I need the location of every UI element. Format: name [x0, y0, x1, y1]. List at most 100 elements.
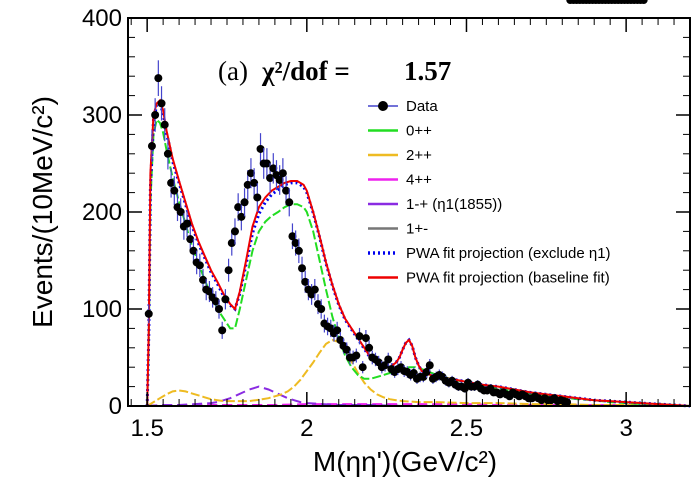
legend-entry-s1pm: 1+-	[368, 221, 428, 238]
data-point-marker	[237, 212, 246, 221]
data-point-marker	[250, 178, 259, 187]
data-point	[163, 138, 172, 170]
data-point	[154, 60, 163, 96]
data-point	[253, 183, 262, 212]
curve-base	[146, 98, 691, 407]
data-points-layer	[144, 0, 648, 407]
data-point-marker	[278, 169, 287, 178]
data-point	[230, 218, 239, 245]
data-point-marker	[266, 174, 275, 183]
x-axis-title: M(ηη')(GeV/c²)	[313, 446, 497, 477]
data-point-marker	[224, 266, 233, 275]
data-point	[151, 98, 160, 132]
data-point-marker	[409, 369, 418, 378]
data-point	[157, 86, 166, 121]
data-point-marker	[186, 235, 195, 244]
y-tick-label: 0	[109, 393, 122, 420]
data-point-marker	[352, 351, 361, 360]
data-point-marker	[160, 120, 169, 129]
data-point	[365, 340, 374, 356]
data-point-marker	[230, 227, 239, 236]
data-point-marker	[157, 99, 166, 108]
data-point-marker	[205, 287, 214, 296]
data-point	[183, 210, 192, 237]
x-tick-label: 3	[619, 415, 632, 442]
data-point-marker	[167, 178, 176, 187]
data-point-marker	[317, 305, 326, 313]
data-point-marker	[275, 175, 284, 184]
data-point-marker	[361, 334, 370, 343]
data-point	[317, 299, 326, 319]
data-point	[563, 398, 572, 407]
legend-swatch-marker	[378, 101, 388, 111]
data-point	[195, 253, 204, 278]
legend-label: 1+-	[406, 221, 428, 238]
data-point	[352, 348, 361, 363]
x-tick-label: 2.5	[450, 415, 483, 442]
data-point-marker	[163, 149, 172, 158]
y-tick-label: 100	[82, 296, 122, 323]
y-tick-label: 200	[82, 199, 122, 226]
data-point-marker	[262, 159, 271, 168]
legend-entry-excl: PWA fit projection (exclude η1)	[368, 245, 611, 262]
data-point	[160, 108, 169, 142]
data-point	[221, 289, 230, 310]
legend-entry-s4pp: 4++	[368, 172, 432, 189]
data-point-marker	[189, 246, 198, 255]
data-point-marker	[381, 361, 390, 370]
data-point-marker	[227, 239, 236, 248]
data-point-marker	[422, 368, 431, 377]
data-point	[218, 321, 227, 339]
data-point	[144, 304, 153, 324]
legend-entry-s0pp: 0++	[368, 123, 432, 140]
data-point	[147, 130, 156, 162]
legend-label: PWA fit projection (exclude η1)	[406, 245, 611, 262]
legend-label: 2++	[406, 147, 432, 164]
data-point-marker	[195, 261, 204, 270]
legend-entry-base: PWA fit projection (baseline fit)	[368, 270, 610, 287]
data-point-marker	[183, 219, 192, 228]
legend-label: Data	[406, 98, 438, 115]
data-point-marker	[425, 361, 434, 370]
data-point-marker	[384, 355, 393, 364]
data-point	[250, 168, 259, 198]
data-point	[278, 158, 287, 189]
data-point	[224, 258, 233, 282]
data-point	[333, 321, 342, 339]
data-point-marker	[310, 285, 319, 294]
axes-layer: 1.5 2 2.5 3 0 100 200 300 400	[82, 5, 691, 442]
legend-entry-s2pp: 2++	[368, 147, 432, 164]
data-point	[425, 358, 434, 372]
data-point	[170, 176, 179, 206]
data-point	[358, 361, 367, 374]
data-point-marker	[336, 336, 345, 345]
data-point	[298, 256, 307, 280]
data-point-marker	[144, 309, 153, 318]
data-point	[237, 203, 246, 231]
panel-label: (a)	[218, 56, 248, 86]
data-point-marker	[294, 246, 303, 255]
data-point-marker	[285, 198, 294, 207]
data-point-marker	[154, 74, 163, 83]
data-point-marker	[170, 186, 179, 195]
data-point	[227, 230, 236, 256]
data-point	[422, 366, 431, 378]
legend-label: PWA fit projection (baseline fit)	[406, 270, 610, 287]
legend-label: 4++	[406, 172, 432, 189]
data-point	[240, 188, 249, 217]
data-point-marker	[246, 169, 255, 178]
data-point-marker	[298, 264, 307, 273]
data-point-marker	[211, 297, 220, 306]
data-point-marker	[365, 343, 374, 352]
data-point-marker	[240, 198, 249, 207]
data-point	[186, 226, 195, 252]
data-point-marker	[342, 345, 351, 354]
data-point-marker	[218, 326, 227, 335]
curve-s2pp	[146, 338, 690, 407]
data-point-marker	[243, 180, 252, 189]
data-point	[310, 278, 319, 301]
chi2-label: χ²/dof =	[261, 56, 350, 86]
data-point-marker	[639, 0, 648, 4]
x-tick-label: 1.5	[130, 415, 163, 442]
